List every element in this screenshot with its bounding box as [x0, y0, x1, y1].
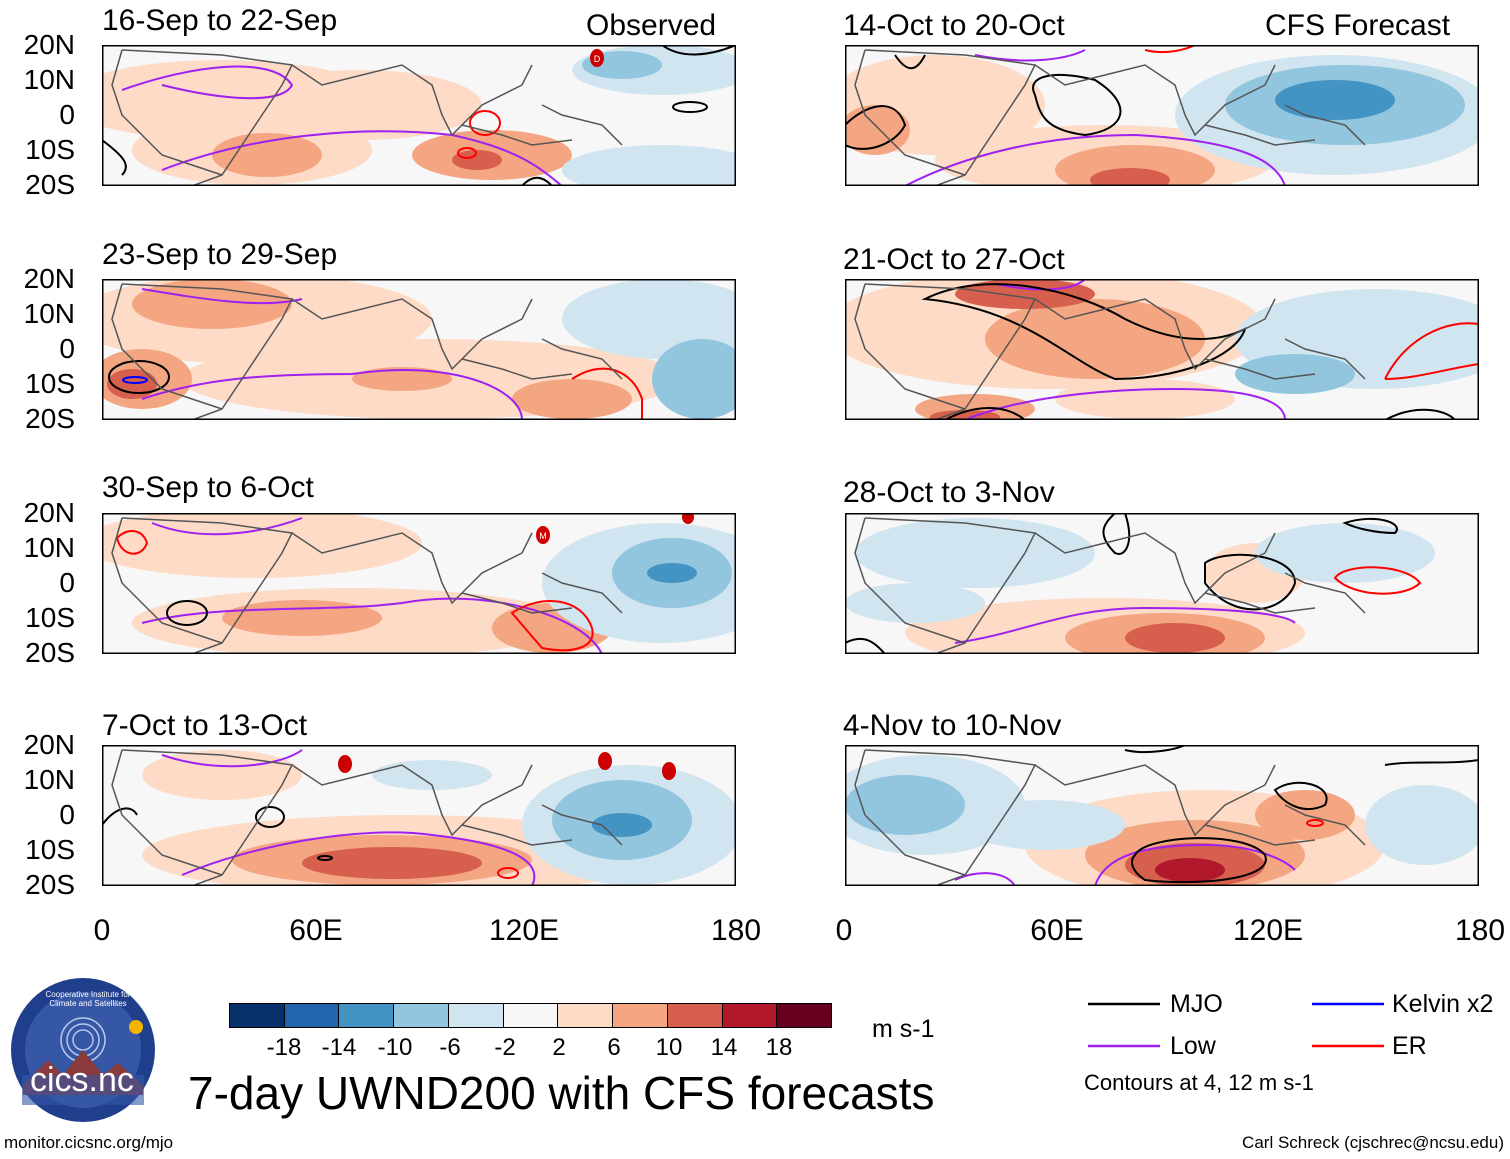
- colorbar-tick: 10: [655, 1034, 683, 1061]
- y-axis-left-2: 20N 10N 0 10S 20S: [23, 263, 75, 434]
- main-title: 7-day UWND200 with CFS forecasts: [188, 1067, 935, 1119]
- contour-note: Contours at 4, 12 m s-1: [1084, 1070, 1314, 1095]
- colorbar-swatch-8: [613, 1004, 668, 1027]
- colorbar-tick: -18: [266, 1034, 302, 1061]
- map-panel-right-1: [845, 45, 1479, 186]
- colorbar: [229, 1003, 832, 1028]
- logo-text: cics.nc: [30, 1061, 134, 1099]
- legend-line-mjo: [1088, 1002, 1160, 1006]
- colorbar-swatch-7: [558, 1004, 614, 1027]
- panel-title-left-3: 30-Sep to 6-Oct: [102, 471, 314, 504]
- colorbar-tick: -10: [377, 1034, 413, 1061]
- colorbar-swatch-5: [448, 1004, 504, 1027]
- map-panel-right-4: [845, 745, 1479, 886]
- colorbar-swatch-2: [284, 1004, 340, 1027]
- colorbar-swatch-1: [230, 1004, 285, 1027]
- colorbar-units: m s-1: [872, 1015, 935, 1043]
- panel-title-right-1: 14-Oct to 20-Oct: [843, 9, 1065, 42]
- map-panel-right-3: [845, 513, 1479, 654]
- x-tick-left-180: 180: [710, 914, 762, 947]
- legend-label-kelvin: Kelvin x2: [1392, 990, 1494, 1018]
- panel-title-right-2: 21-Oct to 27-Oct: [843, 243, 1065, 276]
- colorbar-swatch-3: [339, 1004, 395, 1027]
- legend-line-er: [1312, 1044, 1384, 1048]
- logo-ring-text: Cooperative Institute for Climate and Sa…: [45, 990, 131, 1008]
- x-tick-left-0: 0: [93, 914, 111, 947]
- colorbar-swatch-9: [667, 1004, 723, 1027]
- panel-title-left-2: 23-Sep to 29-Sep: [102, 238, 338, 271]
- panel-title-left-1: 16-Sep to 22-Sep: [102, 4, 338, 37]
- colorbar-tick: -2: [494, 1034, 516, 1061]
- colorbar-tick: 14: [710, 1034, 738, 1061]
- colorbar-tick: 2: [552, 1034, 566, 1061]
- colorbar-swatch-11: [777, 1004, 832, 1027]
- map-panel-left-1: D: [102, 45, 736, 186]
- panel-title-left-4: 7-Oct to 13-Oct: [102, 709, 308, 742]
- colorbar-swatch-10: [722, 1004, 778, 1027]
- colorbar-swatch-6: [503, 1004, 559, 1027]
- cfs-forecast-label: CFS Forecast: [1265, 9, 1451, 42]
- svg-text:D: D: [594, 54, 601, 64]
- cics-logo: [8, 975, 158, 1125]
- colorbar-tick: 6: [607, 1034, 621, 1061]
- y-axis-left-4: 20N 10N 0 10S 20S: [23, 729, 75, 900]
- panel-title-right-4: 4-Nov to 10-Nov: [843, 709, 1062, 742]
- legend: MJO Low Kelvin x2 ER: [1088, 990, 1508, 1090]
- y-axis-left-3: 20N 10N 0 10S 20S: [23, 497, 75, 668]
- x-tick-left-60e: 60E: [289, 914, 343, 947]
- colorbar-tick: 18: [765, 1034, 793, 1061]
- colorbar-tick: -14: [321, 1034, 357, 1061]
- legend-label-er: ER: [1392, 1032, 1427, 1060]
- map-panel-left-3: M: [102, 513, 736, 654]
- x-tick-right-60e: 60E: [1030, 914, 1084, 947]
- legend-line-kelvin: [1312, 1002, 1384, 1006]
- colorbar-swatch-4: [394, 1004, 449, 1027]
- x-tick-right-0: 0: [835, 914, 853, 947]
- y-axis-left-1: 20N 10N 0 10S 20S: [23, 29, 75, 200]
- x-tick-right-120e: 120E: [1232, 914, 1304, 947]
- map-panel-right-2: [845, 279, 1479, 420]
- footer-credit: Carl Schreck (cjschrec@ncsu.edu): [1242, 1133, 1504, 1152]
- legend-label-mjo: MJO: [1170, 990, 1223, 1018]
- colorbar-tick: -6: [439, 1034, 461, 1061]
- x-tick-left-120e: 120E: [488, 914, 560, 947]
- map-panel-left-4: [102, 745, 736, 886]
- legend-line-low: [1088, 1044, 1160, 1048]
- svg-text:M: M: [539, 531, 547, 541]
- observed-label: Observed: [586, 9, 717, 42]
- panel-title-right-3: 28-Oct to 3-Nov: [843, 476, 1055, 509]
- map-panel-left-2: [102, 279, 736, 420]
- footer-url[interactable]: monitor.cicsnc.org/mjo: [4, 1133, 174, 1152]
- x-tick-right-180: 180: [1454, 914, 1506, 947]
- legend-label-low: Low: [1170, 1032, 1216, 1060]
